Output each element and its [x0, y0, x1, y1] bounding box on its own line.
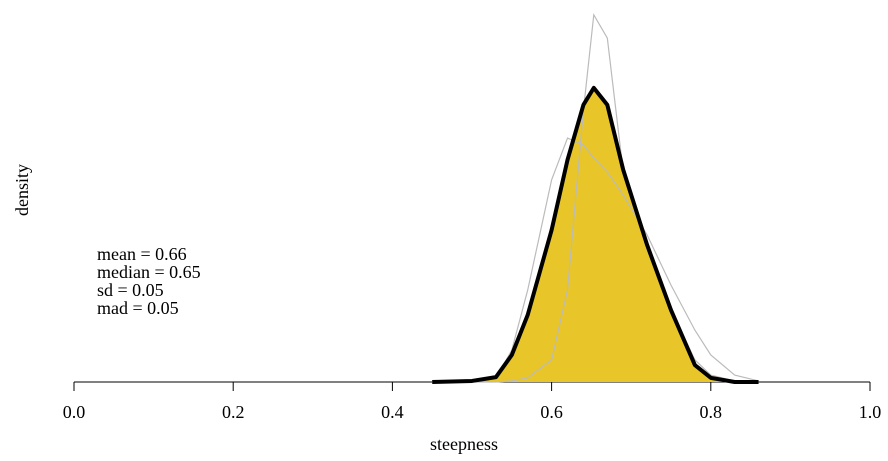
x-axis-label: steepness — [430, 434, 498, 454]
annotation: mad = 0.05 — [97, 298, 179, 318]
annotation: mean = 0.66 — [97, 244, 187, 264]
x-tick-label: 1.0 — [859, 402, 882, 422]
x-tick-label: 0.4 — [381, 402, 404, 422]
density-area — [432, 87, 759, 382]
x-tick-label: 0.2 — [222, 402, 245, 422]
density-outline — [432, 85, 759, 384]
x-tick-label: 0.6 — [540, 402, 563, 422]
density-line — [432, 12, 759, 383]
y-axis-label: density — [12, 164, 32, 216]
annotation: sd = 0.05 — [97, 280, 164, 300]
x-tick-label: 0.0 — [63, 402, 86, 422]
annotation: median = 0.65 — [97, 262, 201, 282]
x-tick-label: 0.8 — [700, 402, 723, 422]
